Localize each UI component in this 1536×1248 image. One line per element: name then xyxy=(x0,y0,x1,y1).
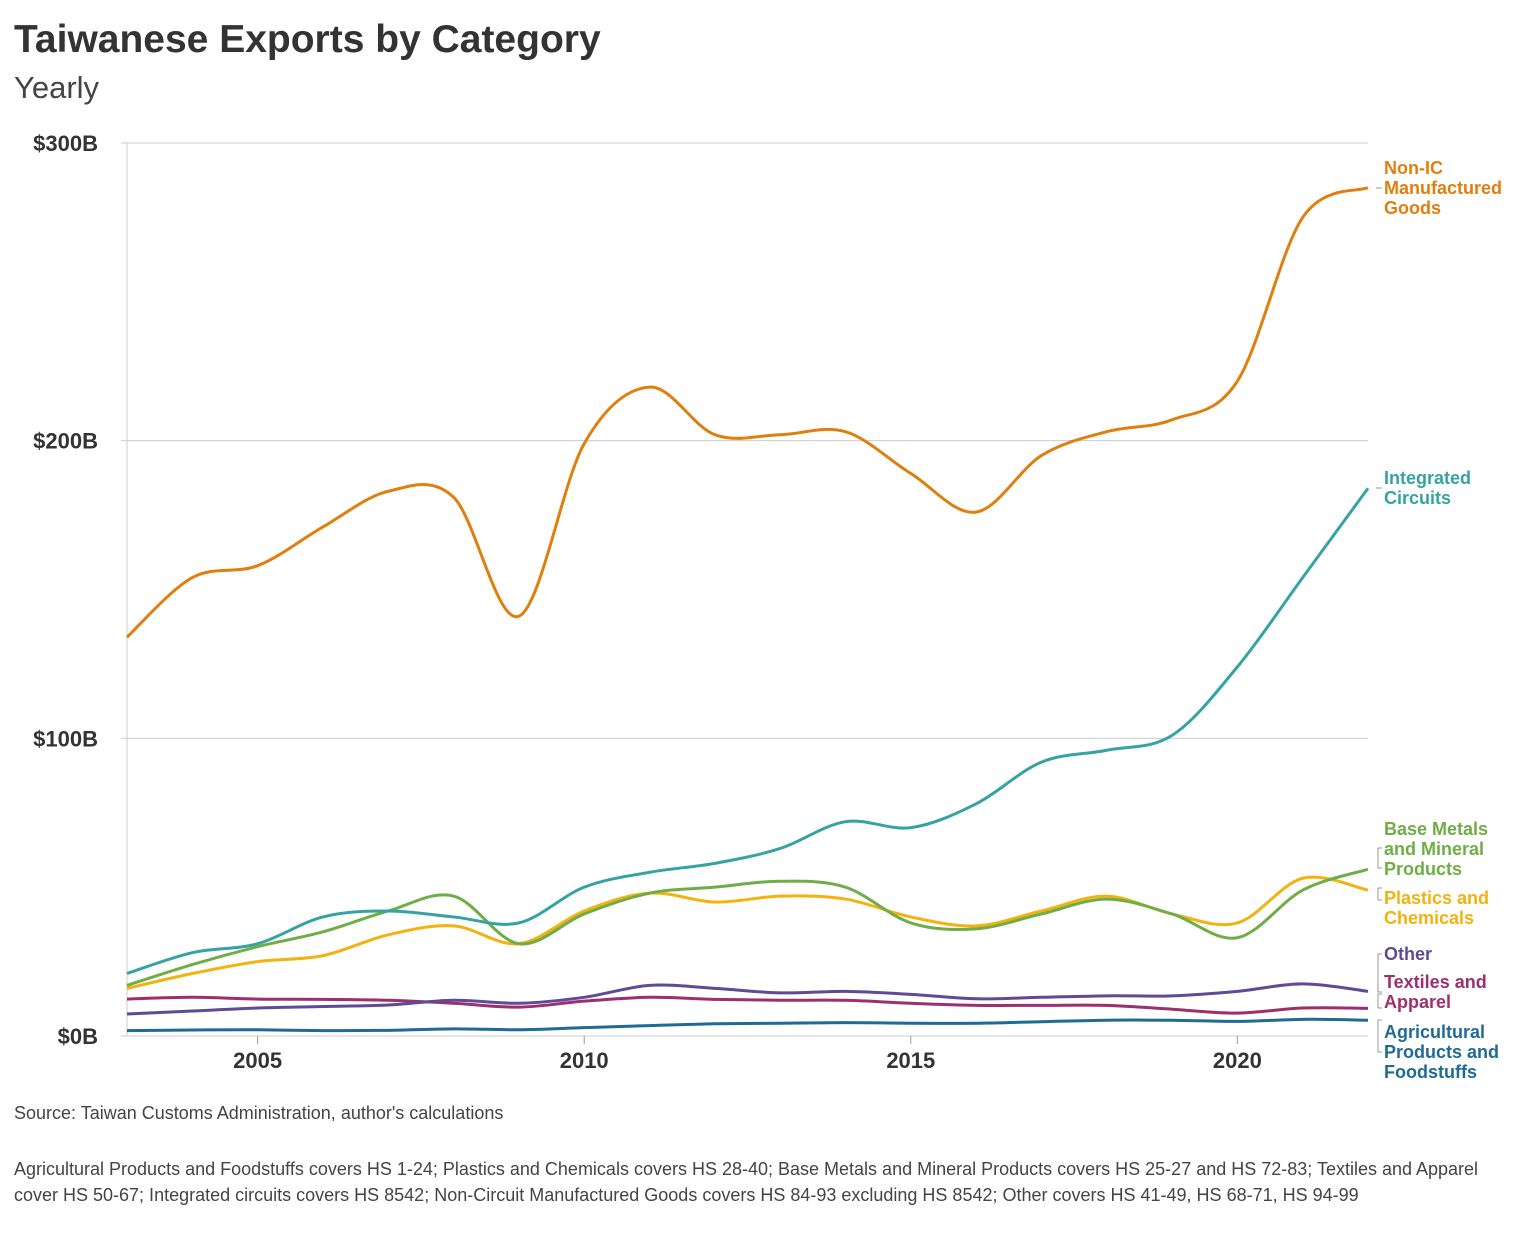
bracket-base-metals xyxy=(1377,847,1382,869)
series-label: Plastics and Chemicals xyxy=(1384,888,1489,928)
series-label-line: Circuits xyxy=(1384,488,1451,508)
x-tick-label: 2005 xyxy=(233,1048,282,1073)
series-line-other xyxy=(126,982,1369,1016)
series-line-integrated-circuits xyxy=(126,487,1370,975)
bracket-textiles xyxy=(1377,993,1382,1009)
series-label-line: Plastics and xyxy=(1384,888,1489,908)
series-label-line: Products and xyxy=(1384,1042,1499,1062)
chart-title: Taiwanese Exports by Category xyxy=(14,18,601,61)
footnote: Agricultural Products and Foodstuffs cov… xyxy=(14,1159,1479,1205)
series-label-line: Products xyxy=(1384,859,1462,879)
bracket-agri xyxy=(1377,1019,1382,1053)
series-label-line: Foodstuffs xyxy=(1384,1062,1477,1082)
series-label-line: Integrated xyxy=(1384,468,1471,488)
x-tick-label: 2020 xyxy=(1213,1048,1262,1073)
chart-subtitle: Yearly xyxy=(14,70,100,105)
label-brackets xyxy=(1376,187,1382,1053)
bracket-plastics xyxy=(1377,887,1382,901)
series-label-line: Textiles and xyxy=(1384,972,1487,992)
gridlines xyxy=(121,142,1368,1037)
series-line-plastics-and-chemicals xyxy=(126,875,1369,990)
series-label-line: Agricultural xyxy=(1384,1022,1485,1042)
series-label-line: Chemicals xyxy=(1384,908,1474,928)
series-label: Agricultural Products and Foodstuffs xyxy=(1384,1022,1499,1082)
series-lines xyxy=(125,186,1370,1033)
series-label-line: Base Metals xyxy=(1384,819,1488,839)
series-label-line: Manufactured xyxy=(1384,178,1502,198)
series-label: Other xyxy=(1384,944,1432,964)
x-tick-label: 2010 xyxy=(560,1048,609,1073)
series-label-line: and Mineral xyxy=(1384,839,1484,859)
series-label: Non-IC Manufactured Goods xyxy=(1384,158,1502,218)
bracket-other xyxy=(1377,953,1382,993)
y-tick-label: $0B xyxy=(58,1024,98,1049)
series-label: Textiles and Apparel xyxy=(1384,972,1487,1012)
x-tick-label: 2015 xyxy=(886,1048,935,1073)
series-line-textiles-and-apparel xyxy=(126,995,1369,1015)
series-label-line: Other xyxy=(1384,944,1432,964)
y-tick-label: $300B xyxy=(33,131,98,156)
series-line-agricultural-products-and-foodstuffs xyxy=(126,1017,1369,1033)
series-line-non-ic-manufactured-goods xyxy=(125,186,1369,639)
source-note: Source: Taiwan Customs Administration, a… xyxy=(14,1103,504,1123)
series-labels: Non-IC Manufactured Goods Integrated Circuit… xyxy=(1384,158,1502,1082)
series-label-line: Goods xyxy=(1384,198,1441,218)
series-label-line: Non-IC xyxy=(1384,158,1443,178)
y-tick-label: $200B xyxy=(33,429,98,454)
series-label-line: Apparel xyxy=(1384,992,1451,1012)
series-label: Integrated Circuits xyxy=(1384,468,1471,508)
y-tick-label: $100B xyxy=(33,726,98,751)
x-axis-ticks: 2005 2010 2015 2020 xyxy=(233,1036,1262,1073)
series-label: Base Metals and Mineral Products xyxy=(1384,819,1488,879)
series-line-base-metals-and-mineral-products xyxy=(126,867,1369,987)
y-axis-ticks: $0B $100B $200B $300B xyxy=(33,131,98,1049)
